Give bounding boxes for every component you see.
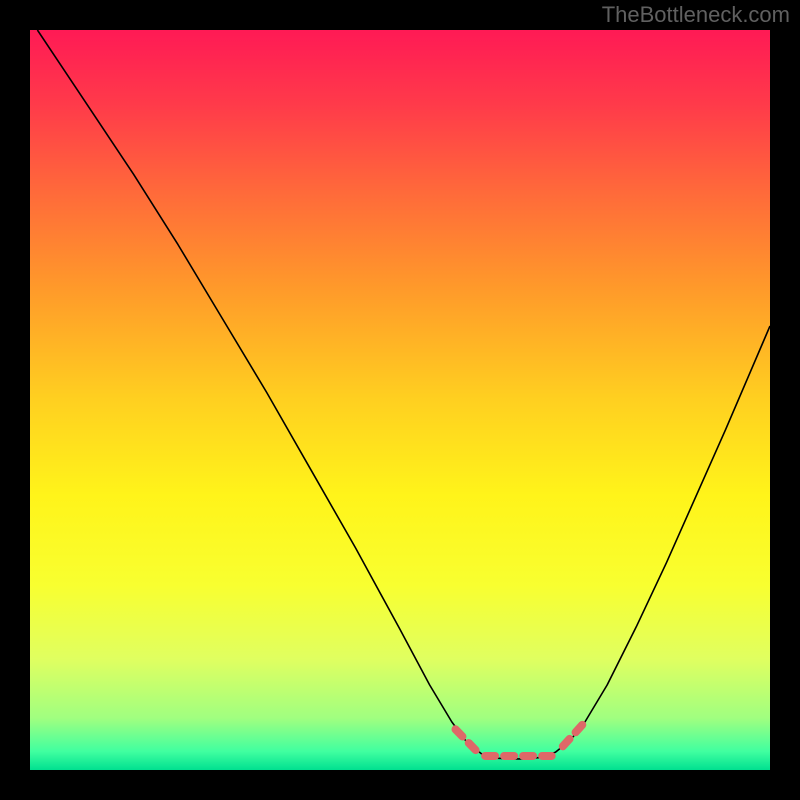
chart-area — [30, 30, 770, 770]
watermark-label: TheBottleneck.com — [602, 2, 790, 28]
chart-background — [30, 30, 770, 770]
chart-svg — [30, 30, 770, 770]
